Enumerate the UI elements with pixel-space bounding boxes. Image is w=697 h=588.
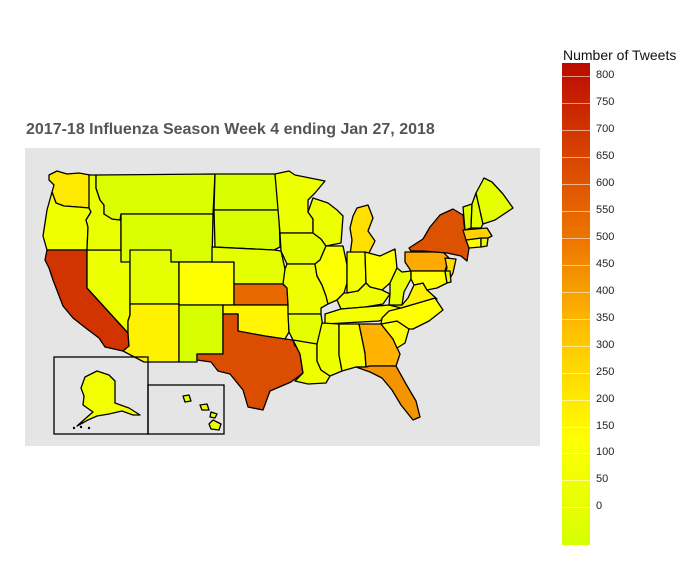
alaska-island-2 [87, 426, 91, 430]
legend-tick-label: 50 [596, 473, 609, 486]
legend-tick-mark [562, 426, 590, 428]
legend-tick-mark [562, 372, 590, 374]
legend-tick-label: 750 [596, 96, 615, 109]
legend-tick-label: 600 [596, 177, 615, 190]
legend-tick-mark [562, 480, 590, 482]
state-fl [355, 365, 421, 421]
state-wi [307, 197, 344, 247]
state-mt [95, 173, 216, 221]
state-de [444, 270, 452, 284]
legend-tick-label: 800 [596, 69, 615, 82]
state-co [178, 261, 235, 306]
state-hi [182, 394, 192, 403]
legend-tick-label: 100 [596, 446, 615, 459]
legend-tick-mark [562, 238, 590, 240]
state-hi [209, 411, 218, 419]
state-ms [316, 322, 343, 377]
alaska-island-1 [79, 425, 83, 429]
legend-tick-label: 550 [596, 204, 615, 217]
legend-tick-label: 500 [596, 231, 615, 244]
legend-tick-label: 650 [596, 150, 615, 163]
state-ks [233, 283, 289, 306]
legend-title: Number of Tweets [563, 47, 677, 63]
state-az [122, 303, 180, 363]
legend-tick-label: 450 [596, 257, 615, 270]
hawaii-inset [147, 384, 225, 435]
legend-tick-mark [562, 103, 590, 105]
legend-tick-mark [562, 399, 590, 401]
legend-tick-mark [562, 318, 590, 320]
legend-tick-label: 300 [596, 338, 615, 351]
state-nc [380, 297, 444, 330]
legend-tick-label: 400 [596, 284, 615, 297]
legend-tick-label: 350 [596, 311, 615, 324]
state-sd [213, 209, 281, 251]
state-me [475, 177, 514, 225]
legend-tick-mark [562, 507, 590, 509]
state-wv [388, 267, 412, 306]
state-nh [470, 192, 484, 229]
legend-tick-mark [562, 184, 590, 186]
legend-tick-label: 250 [596, 365, 615, 378]
legend-tick-label: 0 [596, 500, 603, 513]
legend-tick-mark [562, 76, 590, 78]
state-ak [76, 370, 141, 427]
legend-tick-mark [562, 130, 590, 132]
alaska-island-0 [72, 426, 76, 430]
legend-tick-mark [562, 291, 590, 293]
legend-tick-mark [562, 453, 590, 455]
legend-colorbar [562, 63, 590, 545]
legend-tick-label: 150 [596, 419, 615, 432]
legend-tick-label: 200 [596, 392, 615, 405]
state-hi [208, 419, 222, 431]
legend-tick-mark [562, 345, 590, 347]
chart-title: 2017-18 Influenza Season Week 4 ending J… [26, 121, 435, 138]
legend-tick-label: 700 [596, 123, 615, 136]
state-tx [196, 313, 304, 411]
state-hi [199, 403, 210, 411]
legend-tick-mark [562, 264, 590, 266]
state-ma [462, 227, 493, 241]
legend-tick-mark [562, 157, 590, 159]
legend-tick-mark [562, 211, 590, 213]
us-choropleth-map [25, 148, 540, 446]
state-ri [480, 237, 489, 248]
state-ut [129, 249, 180, 305]
state-pa [404, 251, 450, 272]
state-nd [213, 173, 280, 211]
